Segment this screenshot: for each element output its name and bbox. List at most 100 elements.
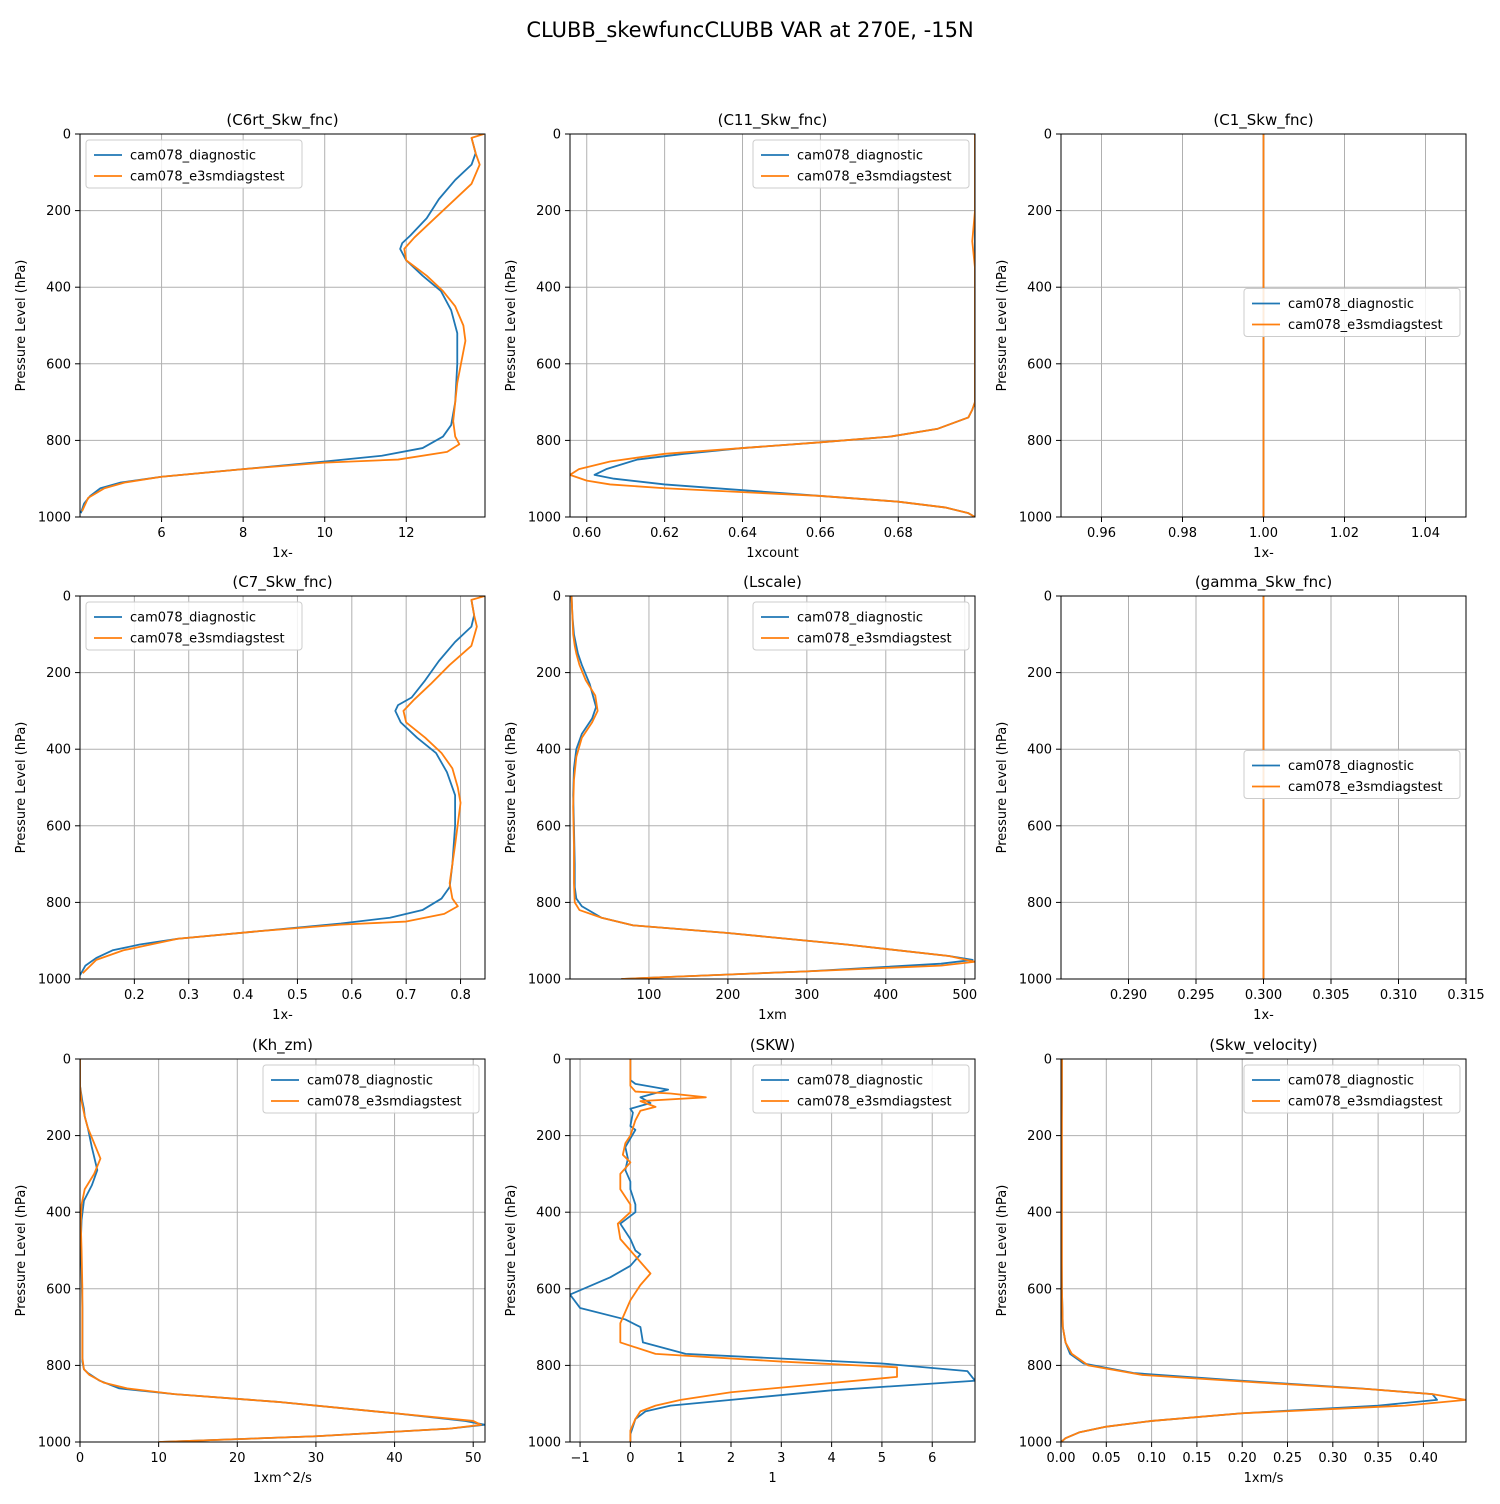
y-tick-label: 600 <box>46 819 71 834</box>
x-tick-label: 0.62 <box>650 526 679 541</box>
x-tick-label: 0.315 <box>1447 988 1484 1003</box>
y-tick-label: 0 <box>553 590 561 605</box>
y-tick-label: 400 <box>536 743 561 758</box>
legend-box <box>752 601 970 651</box>
x-axis-label: 1x- <box>1253 546 1274 561</box>
y-tick-label: 600 <box>536 819 561 834</box>
x-tick-label: 4 <box>827 1451 835 1466</box>
x-tick-label: 0.290 <box>1110 988 1147 1003</box>
x-tick-label: 6 <box>928 1451 936 1466</box>
y-tick-label: 400 <box>46 1206 71 1221</box>
figure-title: CLUBB_skewfuncCLUBB VAR at 270E, -15N <box>526 18 973 43</box>
legend-label-cam078_e3smdiagstest: cam078_e3smdiagstest <box>130 170 285 185</box>
x-tick-label: 0.300 <box>1245 988 1282 1003</box>
panel-7: −1 0 1 2 3 4 5 6 0 200 400 600 800 1000 (SKW) 1 Pressure… <box>504 1036 976 1486</box>
legend-label-cam078_diagnostic: cam078_diagnostic <box>307 1074 433 1089</box>
panel-title: (Skw_velocity) <box>1209 1036 1317 1055</box>
legend-box <box>262 1064 480 1114</box>
series-line-cam078_e3smdiagstest <box>81 134 485 512</box>
y-tick-label: 600 <box>1027 1282 1052 1297</box>
legend-label-cam078_e3smdiagstest: cam078_e3smdiagstest <box>797 1095 952 1110</box>
series-line-cam078_e3smdiagstest <box>616 1059 898 1442</box>
panel-title: (C6rt_Skw_fnc) <box>226 111 338 130</box>
y-axis-label: Pressure Level (hPa) <box>14 1185 29 1317</box>
legend-label-cam078_e3smdiagstest: cam078_e3smdiagstest <box>1288 780 1443 795</box>
series-line-cam078_e3smdiagstest <box>570 134 975 517</box>
panels: 6 8 10 1202004006008001000(C6rt_Skw_fnc)1x-… <box>14 111 1485 1486</box>
legend-box <box>752 139 970 189</box>
panel-title: (C11_Skw_fnc) <box>718 111 828 130</box>
legend-label-cam078_e3smdiagstest: cam078_e3smdiagstest <box>1288 1095 1443 1110</box>
x-axis-label: 1x- <box>272 1008 293 1023</box>
y-tick-label: 0 <box>63 590 71 605</box>
x-tick-label: 0.2 <box>124 988 145 1003</box>
x-tick-label: 0.20 <box>1228 1451 1257 1466</box>
x-tick-label: 1.00 <box>1249 526 1278 541</box>
x-tick-label: 0.295 <box>1177 988 1214 1003</box>
x-tick-label: 0.7 <box>396 988 417 1003</box>
y-tick-label: 400 <box>1027 1206 1052 1221</box>
x-tick-label: 0 <box>76 1451 84 1466</box>
panel-5: 0.290 0.295 0.300 0.305 0.310 0.315 0 200 400 600… <box>995 573 1485 1023</box>
y-tick-label: 800 <box>536 1359 561 1374</box>
x-tick-label: 400 <box>873 988 898 1003</box>
axes-frame <box>79 1058 486 1443</box>
x-tick-label: 5 <box>878 1451 886 1466</box>
y-tick-label: 200 <box>46 204 71 219</box>
y-axis-label: Pressure Level (hPa) <box>14 260 29 392</box>
legend-label-cam078_diagnostic: cam078_diagnostic <box>797 1074 923 1089</box>
legend-label-cam078_diagnostic: cam078_diagnostic <box>797 149 923 164</box>
panel-title: (Lscale) <box>743 573 802 591</box>
x-tick-label: 500 <box>952 988 977 1003</box>
panel-title: (SKW) <box>750 1036 795 1054</box>
x-tick-label: 0.6 <box>341 988 362 1003</box>
panel-title: (C1_Skw_fnc) <box>1213 111 1313 130</box>
y-tick-label: 800 <box>536 896 561 911</box>
x-axis-label: 1x- <box>272 546 293 561</box>
y-tick-label: 200 <box>536 204 561 219</box>
x-axis-label: 1 <box>768 1471 776 1486</box>
legend: cam078_diagnostic cam078_e3smdiagstest <box>752 601 970 651</box>
legend-label-cam078_diagnostic: cam078_diagnostic <box>130 149 256 164</box>
x-tick-label: 1.04 <box>1411 526 1440 541</box>
legend-label-cam078_diagnostic: cam078_diagnostic <box>130 611 256 626</box>
x-tick-label: 6 <box>157 526 165 541</box>
x-tick-label: 30 <box>308 1451 325 1466</box>
x-tick-label: 0.310 <box>1380 988 1417 1003</box>
legend-label-cam078_e3smdiagstest: cam078_e3smdiagstest <box>307 1095 462 1110</box>
x-tick-label: 0.98 <box>1168 526 1197 541</box>
x-tick-label: 0.30 <box>1318 1451 1347 1466</box>
axes-frame <box>569 595 976 980</box>
y-tick-label: 0 <box>553 128 561 143</box>
y-tick-label: 600 <box>536 357 561 372</box>
x-tick-label: 0.10 <box>1137 1451 1166 1466</box>
x-tick-label: 10 <box>316 526 333 541</box>
y-tick-label: 800 <box>1027 896 1052 911</box>
y-axis-label: Pressure Level (hPa) <box>995 722 1010 854</box>
y-tick-label: 800 <box>46 1359 71 1374</box>
y-tick-label: 400 <box>536 281 561 296</box>
y-tick-label: 600 <box>46 1282 71 1297</box>
x-tick-label: 0.66 <box>806 526 835 541</box>
x-tick-label: 0.68 <box>884 526 913 541</box>
y-tick-label: 0 <box>553 1053 561 1068</box>
x-tick-label: 300 <box>794 988 819 1003</box>
y-tick-label: 1000 <box>528 1436 561 1451</box>
y-tick-label: 1000 <box>1019 973 1052 988</box>
legend: cam078_diagnostic cam078_e3smdiagstest <box>752 139 970 189</box>
y-tick-label: 0 <box>63 1053 71 1068</box>
panel-0: 6 8 10 12 0 200 400 600 800 1000 (C6rt_Skw_fnc) 1x-… <box>14 111 486 561</box>
axes-frame <box>569 133 976 518</box>
legend-box <box>85 139 303 189</box>
x-tick-label: 20 <box>229 1451 246 1466</box>
panel-6: 0 10 20 30 40 50 0 200 400 600 800 1000 (Kh_zm) 1xm^2… <box>14 1036 486 1486</box>
y-tick-label: 400 <box>1027 281 1052 296</box>
legend-label-cam078_e3smdiagstest: cam078_e3smdiagstest <box>1288 318 1443 333</box>
y-tick-label: 0 <box>1044 590 1052 605</box>
axes-frame <box>1060 1058 1467 1443</box>
x-tick-label: 0.35 <box>1364 1451 1393 1466</box>
x-tick-label: 100 <box>637 988 662 1003</box>
y-tick-label: 600 <box>46 357 71 372</box>
axes-frame <box>79 595 486 980</box>
